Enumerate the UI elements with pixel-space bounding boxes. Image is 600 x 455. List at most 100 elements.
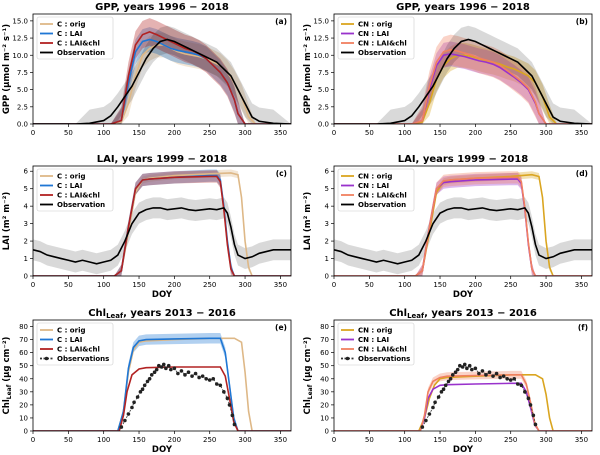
legend-label: C : LAI&chl xyxy=(57,346,100,354)
legend-label: CN : LAI xyxy=(358,182,389,190)
chart-panel-e: 0 50 100 150 200 250 300 350 0 10 20 30 40 50 60 70 80 Ch… xyxy=(2,308,292,455)
observation-point xyxy=(523,390,527,394)
y-tick-label: 50 xyxy=(320,362,329,370)
observation-point xyxy=(172,366,177,371)
y-tick-label: 70 xyxy=(19,336,28,344)
plot-area xyxy=(33,169,291,276)
chart-title: GPP, years 1996 − 2018 xyxy=(95,2,229,13)
observation-point xyxy=(526,396,531,401)
observation-point xyxy=(169,367,173,372)
y-tick-label: 15.0 xyxy=(12,17,28,25)
observation-point xyxy=(207,378,212,382)
legend-box xyxy=(36,168,114,212)
observation-point xyxy=(183,373,187,377)
observation-point xyxy=(484,373,488,377)
x-tick-label: 50 xyxy=(365,281,374,289)
y-tick-label: 30 xyxy=(320,388,329,396)
x-tick-label: 200 xyxy=(168,281,181,289)
y-axis-label: GPP (μmol m⁻² s⁻¹) xyxy=(2,24,12,114)
x-axis-label: DOY xyxy=(453,445,474,455)
x-tick-label: 350 xyxy=(274,436,287,444)
legend-label: C : LAI xyxy=(57,182,82,190)
y-tick-label: 3 xyxy=(325,220,329,228)
x-tick-label: 250 xyxy=(504,436,517,444)
observation-point xyxy=(214,382,219,386)
legend-label: CN : LAI xyxy=(358,336,389,344)
observation-point xyxy=(441,387,446,392)
plot-frame xyxy=(32,13,292,125)
legend-label: Observation xyxy=(57,201,105,209)
x-tick-label: 350 xyxy=(274,281,287,289)
legend-label: Observation xyxy=(57,49,105,57)
observation-point xyxy=(211,376,216,381)
observation-point xyxy=(427,412,432,416)
y-tick-label: 80 xyxy=(320,323,329,331)
plot-area xyxy=(334,25,592,124)
x-tick-label: 350 xyxy=(575,436,588,444)
observation-point xyxy=(123,418,127,423)
observation-point xyxy=(154,367,159,372)
observation-point xyxy=(130,405,134,410)
legend-marker xyxy=(44,356,49,361)
observation-point xyxy=(126,412,131,416)
legend-label: C : LAI&chl xyxy=(57,192,100,200)
observation-point xyxy=(132,400,136,405)
y-tick-label: 2 xyxy=(24,238,28,246)
x-tick-label: 100 xyxy=(398,436,411,444)
observation-point xyxy=(450,373,455,377)
series-band-2 xyxy=(334,370,592,431)
legend-label: C : orig xyxy=(57,173,85,181)
panel-label: (a) xyxy=(275,17,287,26)
plot-frame xyxy=(333,165,593,277)
x-tick-label: 250 xyxy=(504,281,517,289)
observation-point xyxy=(230,413,235,418)
x-tick-label: 100 xyxy=(398,281,411,289)
legend-label: CN : orig xyxy=(358,327,392,335)
legend-label: CN : LAI xyxy=(358,30,389,38)
panel-label: (d) xyxy=(576,169,588,178)
legend-box xyxy=(36,16,114,60)
y-tick-label: 0 xyxy=(325,428,329,436)
observation-point xyxy=(140,387,145,392)
series-line-2 xyxy=(334,48,592,124)
x-tick-label: 100 xyxy=(97,281,110,289)
x-tick-label: 100 xyxy=(97,129,110,137)
observation-point xyxy=(512,376,517,381)
observation-point xyxy=(176,371,180,376)
y-tick-label: 0 xyxy=(24,273,28,281)
y-tick-label: 12.5 xyxy=(313,35,329,43)
legend-marker xyxy=(345,356,350,361)
observation-point xyxy=(431,405,435,410)
x-tick-label: 300 xyxy=(539,436,552,444)
plot-frame xyxy=(32,319,292,432)
observation-point xyxy=(222,390,226,394)
x-tick-label: 0 xyxy=(31,129,35,137)
x-tick-label: 0 xyxy=(31,436,35,444)
legend-label: C : LAI xyxy=(57,336,82,344)
x-axis-label: DOY xyxy=(453,290,474,300)
observation-point xyxy=(138,390,143,394)
x-tick-label: 250 xyxy=(504,129,517,137)
y-tick-label: 80 xyxy=(19,323,28,331)
observation-point xyxy=(232,422,237,427)
observation-point xyxy=(218,383,223,388)
x-tick-label: 200 xyxy=(469,129,482,137)
observation-point xyxy=(470,367,474,372)
y-tick-label: 60 xyxy=(19,349,28,357)
series-line-1 xyxy=(33,337,291,431)
observation-point xyxy=(161,362,166,367)
y-tick-label: 20 xyxy=(320,401,329,409)
x-tick-label: 0 xyxy=(31,281,35,289)
y-tick-label: 4 xyxy=(325,203,330,211)
x-tick-label: 150 xyxy=(132,129,145,137)
series-band-1 xyxy=(334,41,592,124)
observation-point xyxy=(200,374,205,378)
legend-box xyxy=(36,322,114,366)
chart-title: GPP, years 1996 − 2018 xyxy=(396,2,530,13)
x-tick-label: 0 xyxy=(332,436,336,444)
observation-point xyxy=(433,400,437,405)
